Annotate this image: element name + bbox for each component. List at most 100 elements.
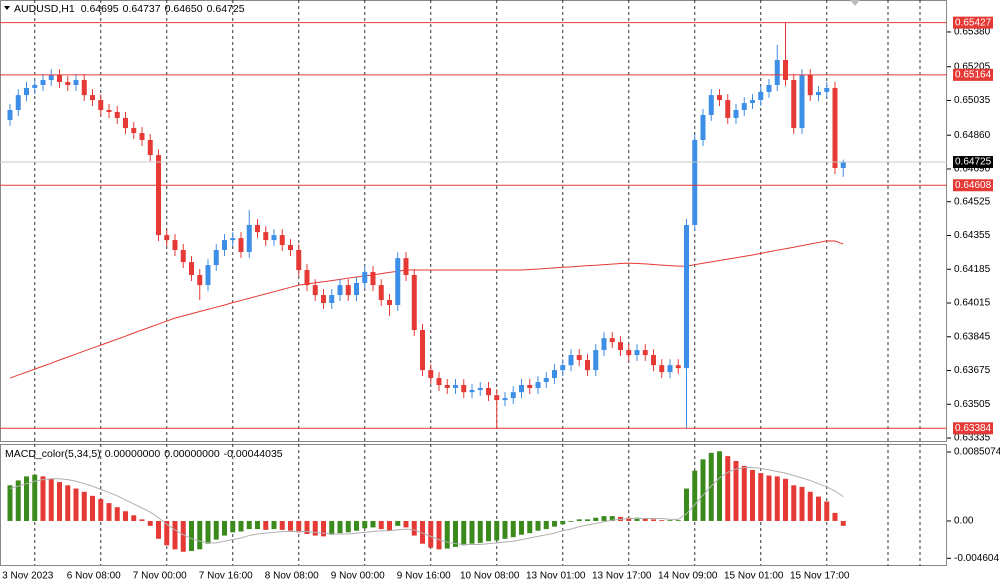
macd-bar [667,520,673,521]
candle-body [444,385,450,388]
candle-body [139,133,145,140]
candle-body [552,370,557,379]
macd-bar [189,520,194,551]
candle-body [65,82,71,85]
macd-bar [576,519,582,521]
candle-body [420,330,425,371]
macd-bar [601,516,607,521]
candle-body [180,249,186,263]
macd-bar [304,520,310,534]
candle-body [354,282,359,296]
macd-bar [321,520,326,537]
macd-bar [642,518,648,521]
macd-bar [32,474,38,521]
macd-bar [527,520,533,534]
candle-body [741,103,747,111]
candle-body [106,110,112,112]
macd-bar [378,520,384,530]
macd-bar [552,520,557,527]
macd-bar [403,520,409,528]
macd-bar [354,520,359,531]
candle-body [304,270,310,286]
macd-bar [57,482,62,521]
candle-body [824,87,830,92]
macd-bar [692,470,698,521]
macd-bar [197,520,203,550]
macd-bar [519,520,524,535]
candle-body [238,238,244,252]
candle-body [312,285,318,296]
level-label-box [953,179,993,192]
candle-body [708,95,714,115]
candle-body [560,365,566,371]
macd-bar [700,459,706,521]
price-pane-border [0,0,947,442]
candle-body [700,114,706,140]
macd-bar [824,501,830,521]
macd-bar [147,520,153,526]
x-tick-label: 15 Nov 17:00 [790,571,850,582]
y-tick-label: -0.004604 [954,553,999,564]
macd-bar [48,478,54,521]
macd-bar [345,520,351,533]
macd-bar [387,520,392,531]
macd-bar [733,460,739,521]
header-value: 0.64737 [123,3,161,15]
macd-bar [436,520,442,550]
candle-body [362,272,368,283]
candle-body [791,80,797,129]
candle-body [527,385,533,388]
candle-body [172,240,178,250]
candle-body [48,75,54,81]
indicator-header: MACD_color(5,34,5) 0.00000000 0.00000000 -0… [5,448,283,460]
macd-bar [411,520,417,536]
candle-body [7,110,13,120]
marks [0,22,947,552]
x-tick-label: 9 Nov 00:00 [331,571,385,582]
menu-arrow[interactable] [4,6,10,10]
last-price-label: 0.64725 [955,157,992,168]
macd-bar [477,520,483,543]
y-tick-label: 0.64860 [954,130,991,141]
candle-body [428,370,434,379]
macd-bar [312,520,318,536]
candle-body [123,117,128,129]
macd-bar [444,520,450,549]
macd-bar [832,512,838,521]
macd-bar [222,520,227,536]
candle-body [114,111,120,118]
candle-body [337,285,343,296]
macd-bar [708,452,714,521]
macd-bar [453,520,458,547]
candle-body [469,389,475,393]
macd-bar [81,491,87,521]
x-tick-label: 6 Nov 08:00 [67,571,121,582]
candle-body [279,235,285,246]
macd-bar [626,517,632,521]
candle-body [750,100,755,104]
macd-bar [684,488,689,521]
candle-body [411,275,417,331]
candle-body [40,80,46,85]
x-tick-label: 13 Nov 17:00 [592,571,652,582]
candle-body [502,398,508,401]
macd-bar [783,478,788,521]
candle-body [263,232,269,241]
candle-body [576,355,582,360]
y-tick-label: 0.64525 [954,196,991,207]
candle-body [73,80,79,85]
macd-bar [7,485,13,521]
macd-bar [40,476,46,521]
candle-body [758,91,764,101]
candle-body [486,387,491,396]
macd-bar [288,520,293,531]
level-label: 0.65427 [955,17,992,28]
macd-bar [98,499,104,521]
x-tick-label: 14 Nov 09:00 [658,571,718,582]
candle-body [345,285,351,296]
candle-body [535,382,541,388]
candle-body [81,80,87,96]
x-tick-label: 15 Nov 01:00 [724,571,784,582]
candle-body [24,87,29,96]
